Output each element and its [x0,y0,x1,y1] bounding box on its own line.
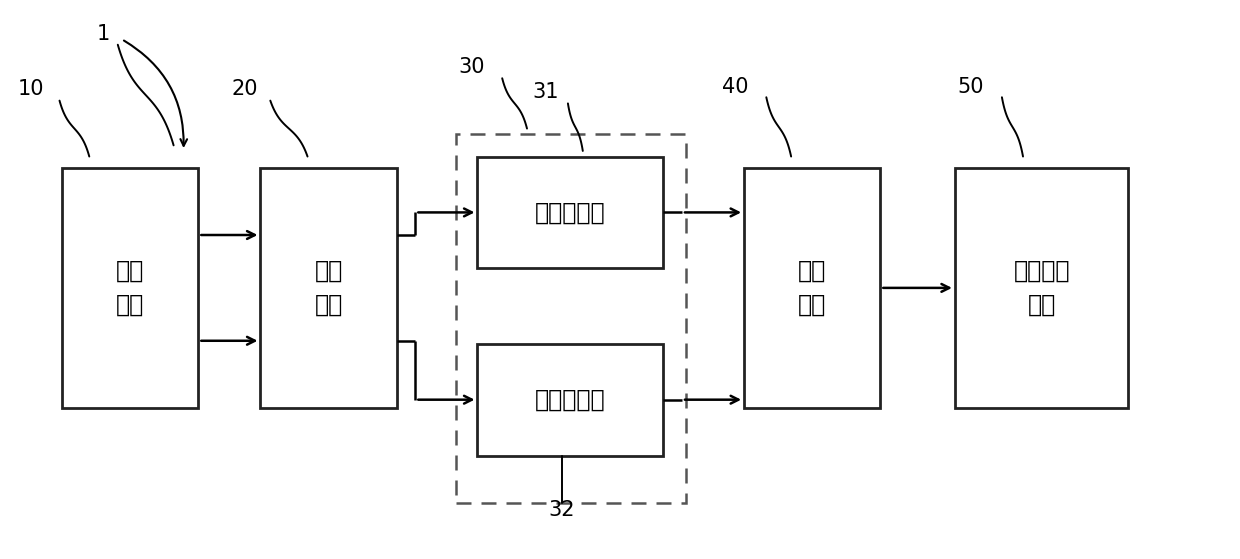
Bar [62,168,198,408]
Text: 模数转换
模块: 模数转换 模块 [1013,259,1070,316]
Text: 第一跟随器: 第一跟随器 [536,201,605,224]
Text: 32: 32 [548,500,575,520]
Bar [477,344,663,456]
Text: 31: 31 [532,82,559,102]
Text: 40: 40 [722,77,749,97]
Bar [456,134,686,503]
Bar [744,168,880,408]
Text: 选择
模块: 选择 模块 [799,259,826,316]
Text: 10: 10 [17,79,45,100]
Text: 滤波
装置: 滤波 装置 [315,259,342,316]
Text: 输入
模块: 输入 模块 [117,259,144,316]
Text: 30: 30 [458,57,485,77]
Text: 1: 1 [97,23,109,44]
Text: 50: 50 [957,77,985,97]
Bar [260,168,397,408]
Text: 20: 20 [231,79,258,100]
Bar [955,168,1128,408]
Bar [477,157,663,268]
Text: 第二跟随器: 第二跟随器 [536,388,605,411]
